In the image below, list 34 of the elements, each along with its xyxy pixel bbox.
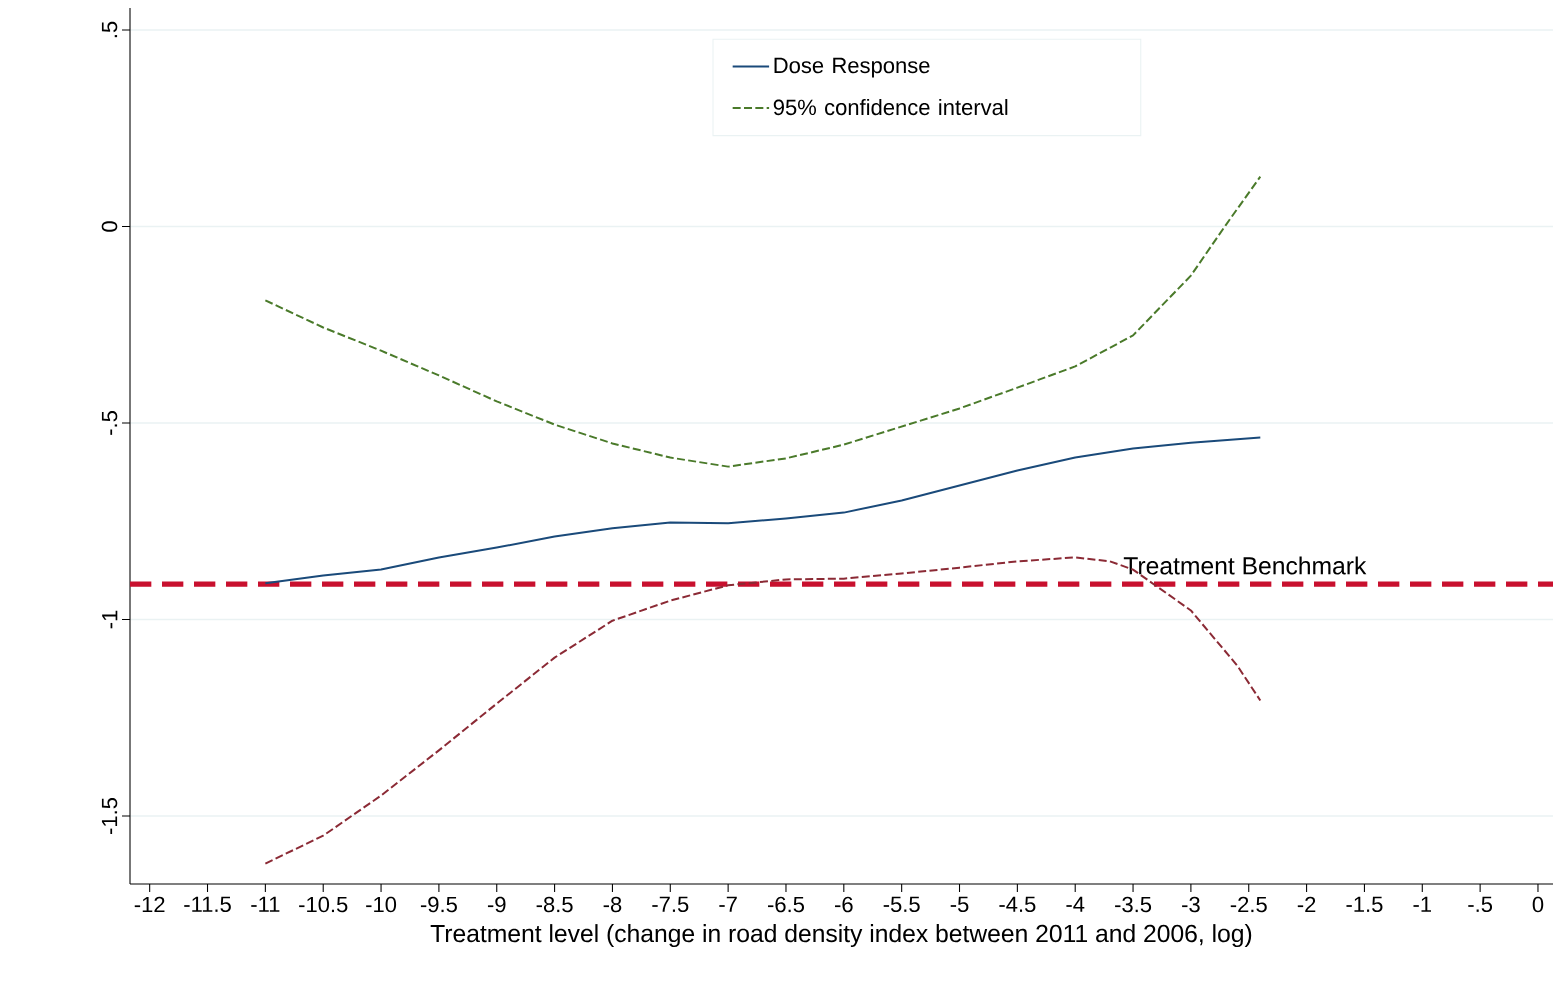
y-tick-label: -.5 [101,411,118,435]
x-tick-label: 0 [1532,896,1544,913]
y-tick-label: -1 [102,610,118,629]
x-tick-label: -4.5 [999,896,1036,913]
x-tick-label: -8 [603,896,622,913]
ref-line-label: Treatment Benchmark [1123,556,1367,575]
x-tick-label: -.5 [1468,896,1493,913]
x-tick-label: -5 [950,896,969,913]
x-tick-label: -3.5 [1115,896,1152,913]
x-tick-label: -2 [1297,896,1316,913]
x-tick-label: -11.5 [184,896,231,913]
x-tick-label: -12 [134,896,165,913]
x-tick-label: -1 [1413,896,1431,912]
x-tick-label: -9.5 [420,896,457,913]
legend-label: 95% confidence interval [773,98,1008,116]
x-tick-label: -1.5 [1346,896,1383,913]
x-axis-title: Treatment level (change in road density index between 2011 and 2006, log) [430,924,1252,948]
x-tick-label: -7.5 [652,896,689,913]
x-tick-label: -9 [487,896,506,913]
x-tick-label: -6.5 [768,896,805,913]
x-tick-label: -3 [1182,896,1200,913]
x-tick-label: -4 [1066,896,1085,912]
x-tick-label: -11 [251,896,280,912]
x-tick-label: -7 [719,896,737,912]
x-tick-label: -2.5 [1230,896,1267,913]
x-tick-label: -10 [366,896,397,913]
legend-label: Dose Response [774,57,930,78]
y-tick-label: 0 [101,221,118,232]
x-tick-label: -6 [835,896,853,913]
x-tick-label: -10.5 [299,896,348,913]
y-tick-label: -1.5 [101,797,118,834]
y-tick-label: .5 [101,21,118,38]
x-tick-label: -5.5 [883,896,920,913]
x-tick-label: -8.5 [536,896,573,913]
